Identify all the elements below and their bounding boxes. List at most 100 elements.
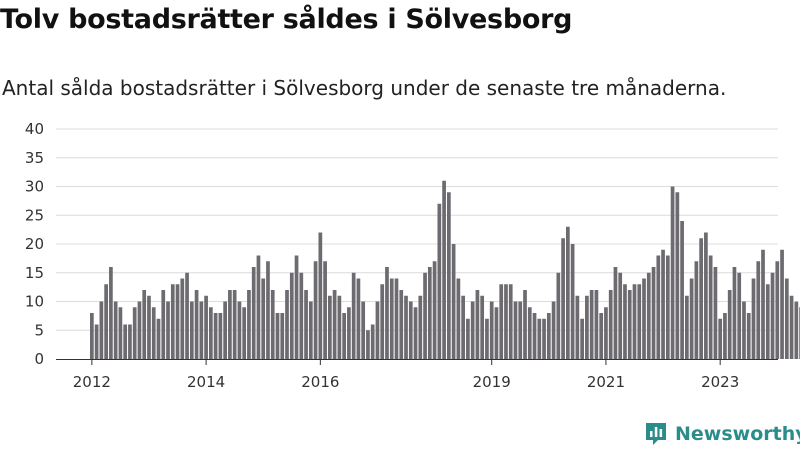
bar xyxy=(123,324,128,359)
bar xyxy=(266,261,270,359)
brand-name: Newsworthy xyxy=(675,423,800,445)
bar xyxy=(618,272,623,359)
bar xyxy=(599,313,604,359)
y-tick-label: 10 xyxy=(25,293,44,311)
bar xyxy=(627,290,632,359)
bar xyxy=(784,278,789,359)
chart-title: Tolv bostadsrätter såldes i Sölvesborg xyxy=(0,4,573,35)
bar xyxy=(232,290,237,359)
y-tick-label: 0 xyxy=(34,350,44,368)
bar xyxy=(461,295,465,359)
bar xyxy=(285,290,289,359)
bar xyxy=(323,261,327,359)
bar xyxy=(356,278,361,359)
bar xyxy=(118,307,123,359)
bar xyxy=(342,313,346,359)
bar xyxy=(727,290,732,359)
bar xyxy=(399,290,404,359)
bar xyxy=(380,284,385,359)
y-tick-label: 25 xyxy=(25,206,44,224)
chart-subtitle: Antal sålda bostadsrätter i Sölvesborg u… xyxy=(2,76,727,100)
bar xyxy=(423,272,427,359)
bar xyxy=(508,284,513,359)
bar xyxy=(689,278,694,359)
bar xyxy=(561,238,565,359)
bar xyxy=(199,301,204,359)
bar xyxy=(385,267,389,359)
bar xyxy=(665,255,670,359)
bar xyxy=(480,295,485,359)
bar xyxy=(794,301,799,359)
bar xyxy=(527,307,532,359)
bar xyxy=(570,244,575,359)
bar xyxy=(613,267,618,359)
bar xyxy=(756,261,761,359)
bar xyxy=(370,324,375,359)
bar xyxy=(475,290,480,359)
bar xyxy=(723,313,727,359)
y-tick-label: 20 xyxy=(25,235,44,253)
bar xyxy=(694,261,699,359)
bar xyxy=(518,301,523,359)
bar xyxy=(775,261,780,359)
x-tick-label: 2016 xyxy=(301,373,339,391)
bar xyxy=(542,318,546,359)
bar xyxy=(361,301,366,359)
bar xyxy=(161,290,166,359)
bar xyxy=(408,301,413,359)
bar xyxy=(304,290,308,359)
x-tick-label: 2023 xyxy=(701,373,739,391)
bar xyxy=(170,284,175,359)
bar xyxy=(566,226,570,359)
bar xyxy=(551,301,556,359)
bar xyxy=(189,301,194,359)
bar xyxy=(394,278,399,359)
bar xyxy=(442,180,446,359)
y-tick-label: 35 xyxy=(25,149,44,167)
bar xyxy=(142,290,147,359)
bar xyxy=(228,290,232,359)
bar xyxy=(589,290,594,359)
bar xyxy=(275,313,280,359)
bar xyxy=(718,318,723,359)
bar xyxy=(742,301,746,359)
bar xyxy=(289,272,294,359)
bar xyxy=(661,249,665,359)
bar xyxy=(580,318,584,359)
newsworthy-brand: Newsworthy xyxy=(644,420,800,448)
bar xyxy=(646,272,651,359)
x-tick-label: 2021 xyxy=(587,373,625,391)
x-tick-label: 2014 xyxy=(187,373,225,391)
bar xyxy=(637,284,642,359)
x-tick-label: 2012 xyxy=(73,373,111,391)
newsworthy-logo-icon xyxy=(646,423,666,445)
bar xyxy=(147,295,151,359)
y-tick-label: 5 xyxy=(34,321,44,339)
bar xyxy=(94,324,99,359)
bar xyxy=(585,295,589,359)
y-tick-label: 30 xyxy=(25,178,44,196)
bar xyxy=(546,313,551,359)
bar xyxy=(504,284,508,359)
y-tick-label: 40 xyxy=(25,120,44,138)
bar xyxy=(680,221,684,359)
bar xyxy=(642,278,646,359)
bar xyxy=(99,301,104,359)
bar xyxy=(223,301,227,359)
bar xyxy=(437,203,442,359)
bar xyxy=(90,313,94,359)
bar xyxy=(761,249,765,359)
bar xyxy=(485,318,489,359)
bar xyxy=(575,295,580,359)
bar xyxy=(651,267,656,359)
bar xyxy=(156,318,161,359)
bar xyxy=(218,313,223,359)
bar xyxy=(337,295,342,359)
bar xyxy=(209,307,213,359)
bar xyxy=(732,267,737,359)
bar-chart: 0 5 10 15 20 25 30 35 40 2012 2014 2016 2019 2021 2023… xyxy=(25,120,800,391)
bar xyxy=(456,278,461,359)
y-tick-label: 15 xyxy=(25,264,44,282)
bar xyxy=(523,290,527,359)
bar xyxy=(594,290,599,359)
